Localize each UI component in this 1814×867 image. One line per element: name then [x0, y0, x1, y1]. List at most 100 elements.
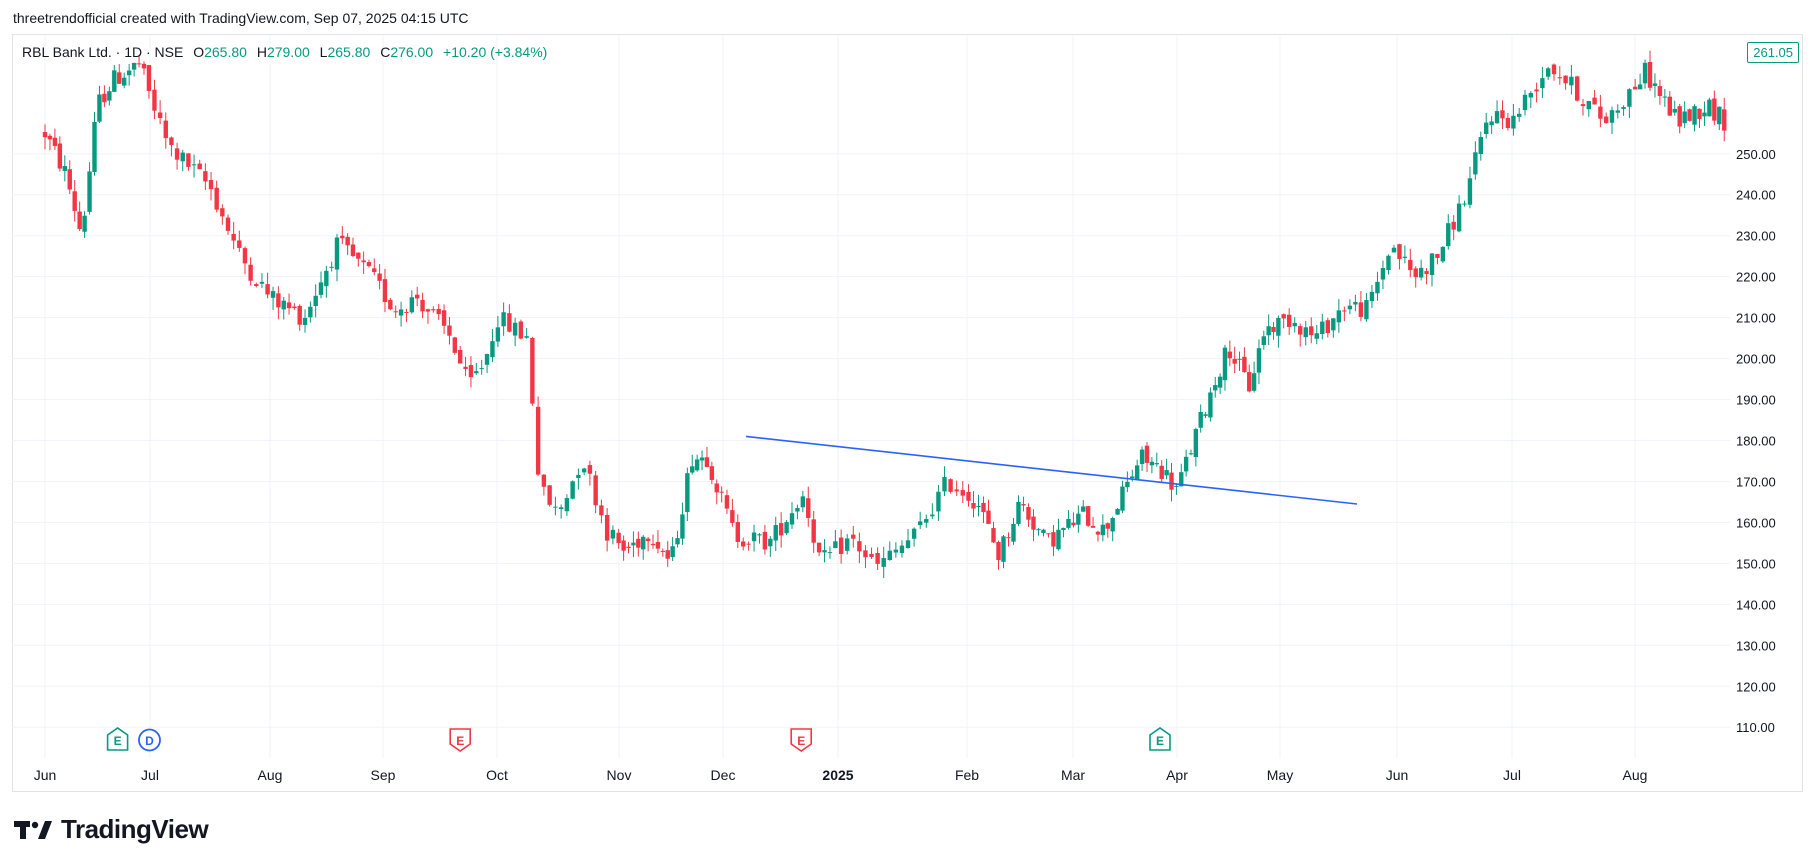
candle-body — [735, 522, 740, 542]
candle-body — [857, 541, 862, 552]
candle-body — [1217, 376, 1223, 388]
y-tick-label: 110.00 — [1736, 720, 1775, 735]
candle-body — [431, 309, 436, 311]
candle-body — [259, 281, 265, 284]
time-axis: Jun Jul Aug Sep Oct Nov Dec 2025 Feb Mar Apr May Jun… — [34, 767, 1648, 783]
candle-body — [641, 536, 646, 550]
candle-body — [356, 252, 361, 259]
candle-body — [1286, 314, 1292, 327]
candle-body — [208, 180, 214, 190]
candle-body — [887, 550, 892, 560]
candle-body — [318, 282, 324, 295]
candle-body — [126, 70, 132, 76]
candle-body — [800, 496, 806, 508]
last-price-label: 261.05 — [1747, 42, 1799, 63]
candle-body — [650, 543, 656, 546]
candle-body — [1134, 465, 1140, 480]
candle-body — [329, 266, 334, 268]
candle-body — [265, 284, 270, 295]
candle-body — [1105, 523, 1110, 529]
candle-body — [107, 91, 112, 101]
candle-body — [1026, 506, 1031, 520]
candle-body — [1227, 351, 1233, 359]
candle-body — [1031, 516, 1036, 530]
chart-credit: threetrendofficial created with TradingV… — [13, 10, 469, 26]
candle-body — [1358, 302, 1364, 317]
candle-body — [1511, 115, 1516, 129]
candle-body — [845, 538, 850, 551]
candle-body — [899, 545, 905, 553]
candle-body — [665, 550, 670, 559]
candle-body — [1021, 504, 1026, 506]
candle-body — [741, 541, 746, 547]
candle-body — [468, 365, 474, 378]
candle-body — [1325, 320, 1331, 334]
candle-body — [869, 553, 874, 557]
tradingview-logo[interactable]: TradingView — [14, 814, 209, 845]
candle-body — [1066, 518, 1071, 528]
candle-body — [276, 293, 281, 308]
candle-body — [1256, 348, 1262, 373]
candle-body — [1081, 506, 1086, 512]
y-tick-label: 210.00 — [1736, 311, 1776, 326]
x-tick-label: Jun — [1386, 767, 1409, 783]
candle-body — [954, 489, 959, 492]
candle-body — [1598, 106, 1603, 119]
candle-body — [1154, 463, 1159, 465]
candle-body — [670, 546, 675, 558]
event-marker-earnings[interactable]: E — [1149, 727, 1171, 751]
candle-body — [690, 466, 695, 473]
candle-body — [1237, 358, 1242, 360]
candle-body — [1603, 116, 1609, 124]
chart-frame[interactable] — [12, 34, 1803, 792]
candle-body — [447, 325, 452, 336]
candle-body — [996, 542, 1001, 560]
candle-body — [1632, 86, 1638, 90]
candle-body — [1627, 89, 1632, 107]
candle-body — [966, 491, 971, 501]
candle-body — [350, 244, 356, 256]
candle-body — [1677, 106, 1682, 127]
candle-body — [1528, 92, 1534, 98]
event-marker-dividend[interactable]: D — [138, 728, 161, 752]
candle-body — [1408, 259, 1413, 271]
candle-body — [1494, 111, 1500, 124]
event-marker-earnings[interactable]: E — [449, 728, 472, 752]
candle-body — [490, 341, 495, 358]
candle-body — [248, 264, 253, 281]
candle-body — [77, 211, 82, 229]
candle-body — [1451, 221, 1456, 230]
event-marker-earnings[interactable]: E — [790, 728, 813, 752]
candle-body — [621, 540, 626, 551]
candle-body — [87, 171, 92, 212]
candle-body — [1320, 321, 1325, 334]
candle-body — [1213, 385, 1218, 391]
y-tick-label: 250.00 — [1736, 147, 1776, 162]
candle-body — [203, 171, 208, 182]
candle-body — [270, 291, 276, 298]
candle-body — [102, 93, 107, 103]
candle-body — [62, 166, 67, 171]
candle-body — [463, 366, 468, 369]
symbol-name[interactable]: RBL Bank Ltd. · 1D · NSE — [22, 44, 184, 60]
candle-body — [1574, 76, 1580, 101]
candle-body — [97, 94, 102, 122]
low-value: 265.80 — [327, 44, 371, 60]
candle-body — [1540, 78, 1545, 89]
x-tick-label: Jul — [141, 767, 159, 783]
candle-body — [675, 538, 680, 545]
candle-body — [146, 65, 152, 91]
candle-body — [524, 336, 529, 338]
candle-body — [1115, 508, 1120, 515]
candle-body — [911, 528, 917, 539]
candle-body — [1303, 327, 1308, 338]
candle-body — [558, 507, 564, 510]
candle-body — [334, 237, 340, 270]
candle-body — [1517, 113, 1522, 117]
candle-body — [415, 294, 420, 299]
event-marker-earnings[interactable]: E — [106, 727, 129, 751]
candle-body — [1281, 314, 1286, 319]
svg-text:E: E — [1156, 734, 1164, 748]
candle-body — [1424, 271, 1429, 275]
